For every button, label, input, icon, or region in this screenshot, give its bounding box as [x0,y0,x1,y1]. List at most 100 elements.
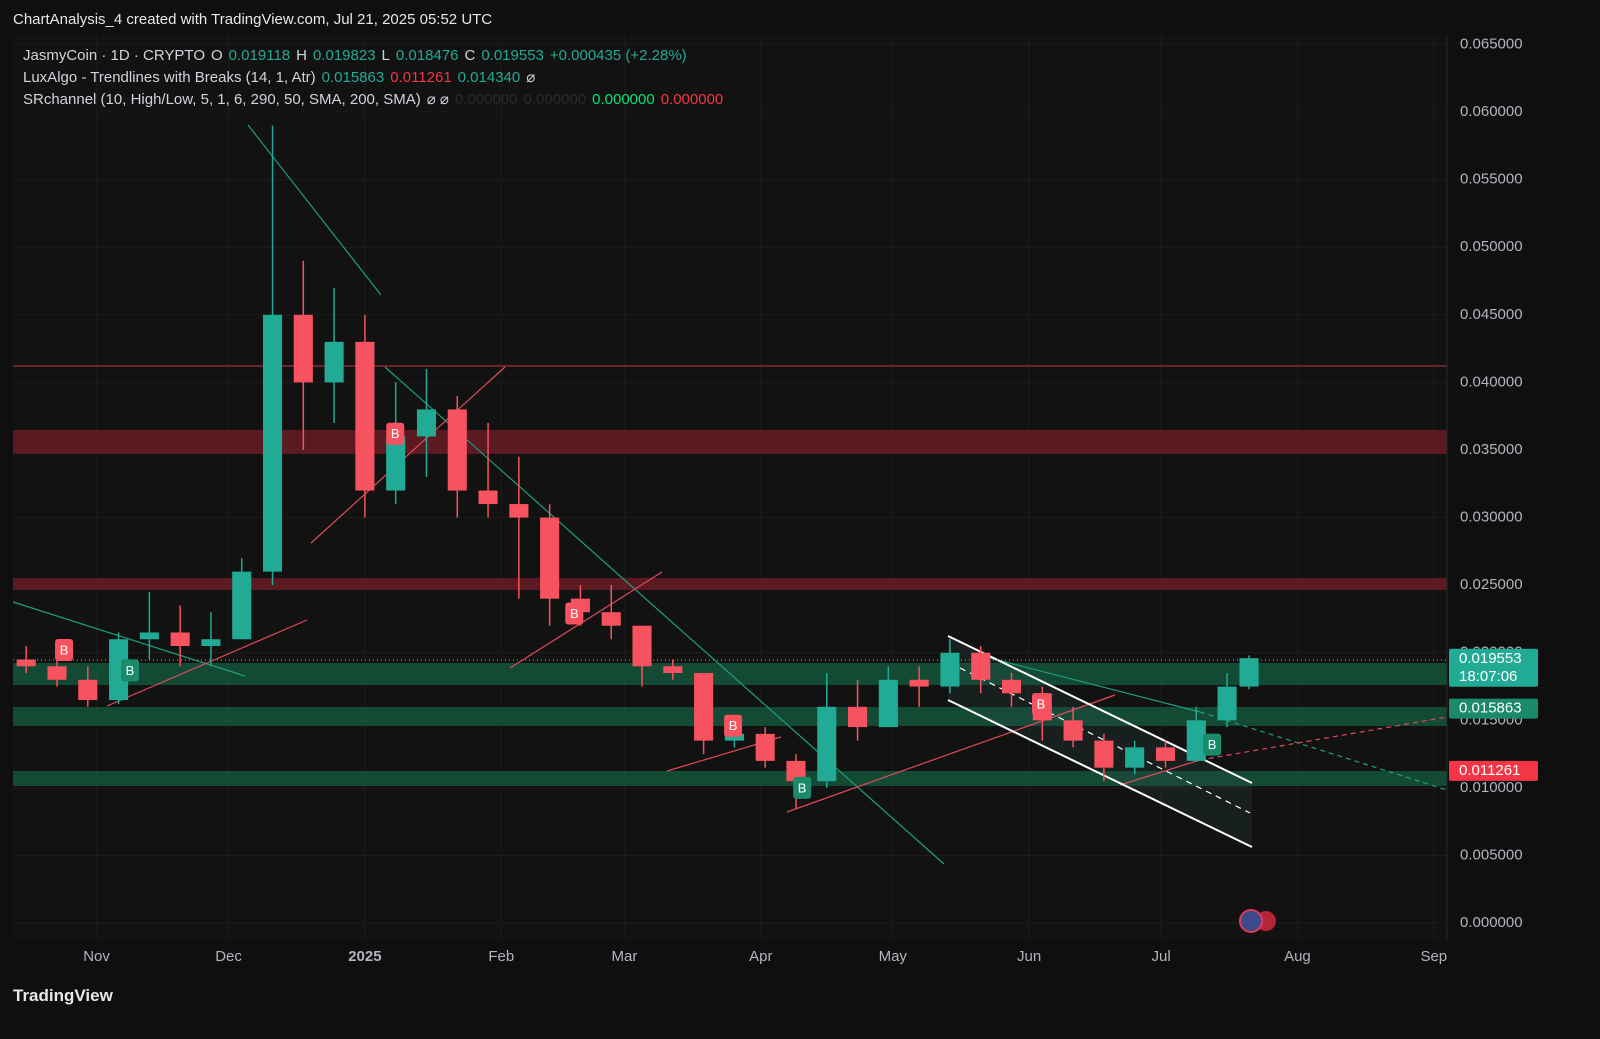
candle-body [1239,658,1259,687]
legend-item: 0.000000 [454,91,518,108]
trendline [247,124,382,296]
legend-item: SRchannel (10, High/Low, 5, 1, 6, 290, 5… [23,91,421,108]
candle-body [786,760,806,782]
x-tick-label: May [879,948,908,965]
x-tick-label: Nov [83,948,110,965]
price-tag-label: 0.019553 [1459,650,1522,667]
candle-body [1217,686,1237,721]
candle-body [817,706,837,782]
legend-item: 0.000000 [660,91,724,108]
price-tag [1449,698,1538,719]
y-tick-label: 0.000000 [1460,914,1523,931]
x-tick-label: 2025 [348,948,381,965]
candle-body [663,666,683,674]
resistance-zone [13,578,1447,590]
trendline [509,571,663,669]
signal-label: B [570,606,579,621]
candle-body [848,706,868,728]
y-tick-label: 0.030000 [1460,509,1523,526]
legend-row: LuxAlgo - Trendlines with Breaks (14, 1,… [23,67,729,89]
candle-body [1155,747,1176,761]
legend-item: 0.019553 [481,47,544,64]
candle-body [47,666,67,680]
y-tick-label: 0.060000 [1460,103,1523,120]
trendline [384,366,945,865]
price-tag [1449,648,1538,687]
price-tag-label: 0.011261 [1459,762,1520,779]
channel-line [947,699,1253,848]
price-tag [1449,760,1538,781]
x-tick-label: Apr [749,948,772,965]
event-icon [1239,909,1276,933]
markers: B B B B B B B B [55,422,1222,799]
event-icon [1239,909,1263,933]
y-tick-label: 0.010000 [1460,779,1523,796]
signal-marker [565,602,584,625]
candle-body [416,409,437,437]
x-tick-label: Mar [612,948,638,965]
candle-body [971,652,991,680]
candle-body [940,652,960,687]
legend-item: 0.019823 [312,47,376,64]
candle-body [755,733,775,761]
legend: JasmyCoin · 1D · CRYPTO O 0.019118 H 0.01982… [23,45,729,111]
resistance-zone [13,430,1447,454]
signal-marker [724,714,743,737]
x-tick-label: Jul [1151,948,1170,965]
pane [13,35,1447,940]
countdown: 18:07:06 [1459,668,1517,685]
legend-item: L [381,47,390,64]
candle-body [78,679,98,701]
candle-body [694,673,714,741]
signal-label: B [729,718,738,733]
candle-body [1094,740,1114,768]
candle-body [540,517,560,599]
x-tick-label: Dec [215,948,242,965]
trendline [989,657,1201,713]
y-tick-label: 0.050000 [1460,238,1523,255]
y-tick-label: 0.035000 [1460,441,1523,458]
signal-marker [793,776,812,799]
x-tick-label: Jun [1017,948,1041,965]
legend-item: ⌀ ⌀ [426,91,449,108]
candle-body [170,632,190,646]
y-tick-label: 0.040000 [1460,373,1523,390]
candle-body [878,679,898,728]
signal-label: B [126,663,135,678]
candle-body [601,612,621,626]
candle-body [447,409,467,491]
y-tick-label: 0.065000 [1460,35,1523,52]
caption: ChartAnalysis_4 created with TradingView… [13,11,493,28]
signal-marker [386,422,405,445]
signal-label: B [798,780,807,795]
candle-body [355,341,375,491]
legend-row: JasmyCoin · 1D · CRYPTO O 0.019118 H 0.01982… [23,45,729,67]
y-tick-label: 0.055000 [1460,171,1523,188]
candle-body [724,733,744,741]
legend-item: O [211,47,223,64]
legend-item: +0.000435 (+2.28%) [549,47,687,64]
signal-label: B [1037,697,1046,712]
candle-body [909,679,929,687]
legend-item: 0.011261 [390,69,452,86]
candle-body [478,490,498,505]
candle-body [139,632,159,640]
brand: TradingView [13,986,113,1005]
signal-marker [55,639,74,662]
support-zone [13,771,1447,786]
legend-item: 0.000000 [592,91,655,108]
candle-body [509,504,529,518]
candle-body [386,436,406,491]
y-tick-label: 0.025000 [1460,576,1523,593]
signal-marker [121,659,140,682]
trendline [786,694,1116,813]
legend-row: SRchannel (10, High/Low, 5, 1, 6, 290, 5… [23,89,729,111]
candle-body [324,341,344,383]
legend-item: 0.015863 [321,69,385,86]
legend-item: 0.014340 [457,69,521,86]
x-tick-label: Feb [488,948,514,965]
candle-body [201,639,221,646]
